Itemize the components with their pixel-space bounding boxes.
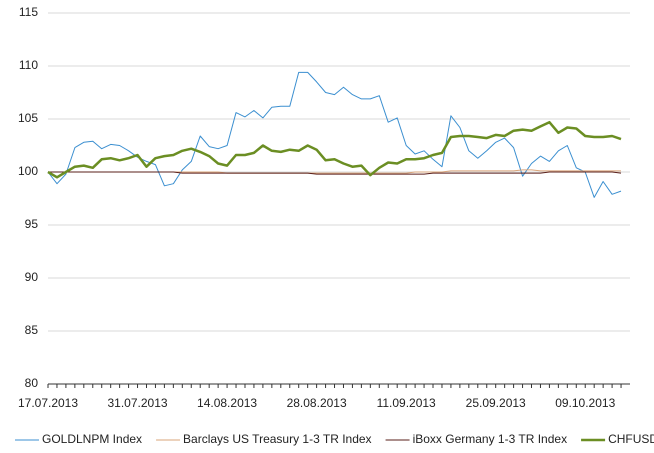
x-tick-label: 31.07.2013 <box>108 396 168 410</box>
x-tick-label: 28.08.2013 <box>287 396 347 410</box>
y-tick-label: 105 <box>18 111 38 125</box>
series-line <box>48 171 622 175</box>
x-tick-label: 14.08.2013 <box>197 396 257 410</box>
x-tick-label: 09.10.2013 <box>555 396 615 410</box>
series-line <box>47 71 622 198</box>
legend-label: iBoxx Germany 1-3 TR Index <box>413 432 568 446</box>
y-tick-label: 95 <box>25 217 39 231</box>
y-tick-label: 100 <box>18 164 38 178</box>
x-tick-label: 11.09.2013 <box>377 396 436 410</box>
legend-label: Barclays US Treasury 1-3 TR Index <box>183 432 372 446</box>
legend-label: GOLDLNPM Index <box>42 432 142 446</box>
y-tick-label: 85 <box>25 323 39 337</box>
series-line <box>47 120 622 179</box>
y-tick-label: 80 <box>25 376 39 390</box>
y-tick-label: 110 <box>19 58 38 72</box>
x-tick-label: 25.09.2013 <box>466 396 526 410</box>
legend-label: CHFUSD Curncy <box>608 432 654 446</box>
x-tick-label: 17.07.2013 <box>18 396 78 410</box>
y-tick-label: 115 <box>19 5 38 19</box>
y-tick-label: 90 <box>25 270 39 284</box>
